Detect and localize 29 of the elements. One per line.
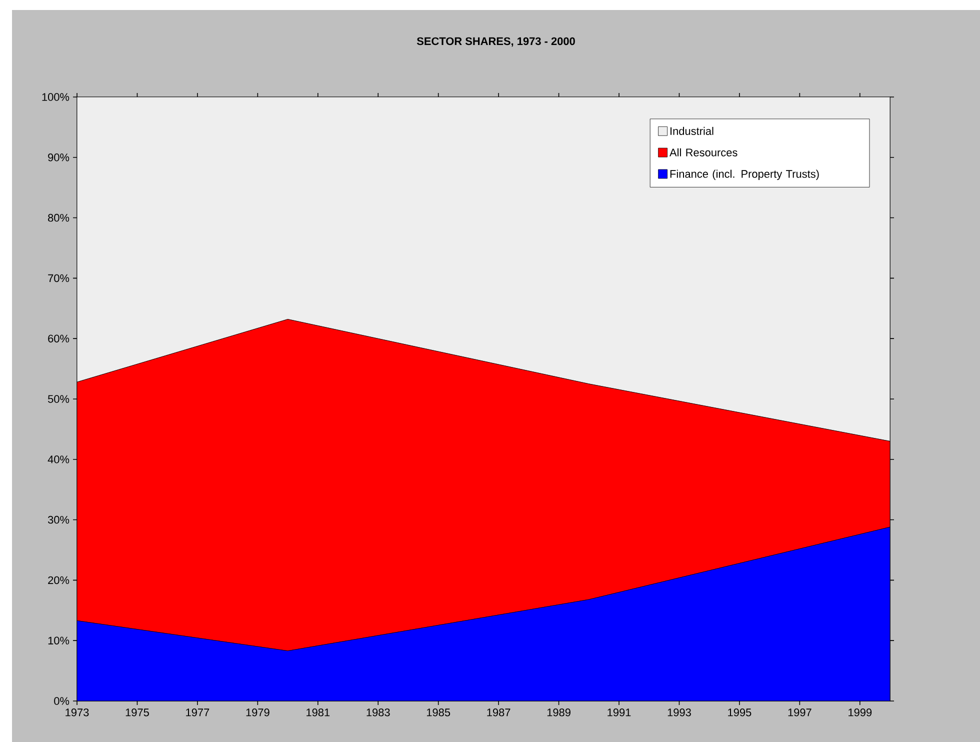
y-tick-label: 60% <box>48 334 70 342</box>
y-tick-label: 30% <box>48 516 70 524</box>
legend-label: Industrial <box>670 126 714 135</box>
x-tick-label: 1979 <box>246 708 270 716</box>
y-tick-label: 70% <box>48 274 70 282</box>
x-tick-label: 1991 <box>608 708 631 716</box>
x-tick-label: 1999 <box>848 708 872 716</box>
x-tick-label: 1981 <box>306 708 330 716</box>
y-tick-label: 40% <box>48 456 70 464</box>
legend-label: All Resources <box>670 148 738 156</box>
y-tick-label: 80% <box>48 214 70 222</box>
y-tick-label: 90% <box>48 154 70 162</box>
y-tick-label: 0% <box>54 697 70 705</box>
legend-label: Finance (incl. Property Trusts) <box>670 170 819 180</box>
y-tick-label: 100% <box>42 93 70 101</box>
y-tick-label: 10% <box>48 636 70 644</box>
x-tick-label: 1995 <box>728 708 752 716</box>
x-tick-label: 1985 <box>426 708 450 716</box>
chart-title: SECTOR SHARES, 1973 - 2000 <box>416 37 575 47</box>
y-tick-label: 50% <box>48 395 70 403</box>
x-tick-label: 1989 <box>547 708 570 716</box>
x-tick-label: 1983 <box>366 708 390 716</box>
x-tick-label: 1987 <box>487 708 510 716</box>
x-tick-label: 1975 <box>126 708 149 716</box>
x-tick-label: 1997 <box>788 708 812 716</box>
x-tick-label: 1973 <box>66 708 89 716</box>
x-tick-label: 1993 <box>668 708 691 716</box>
x-tick-label: 1977 <box>186 708 210 716</box>
y-tick-label: 20% <box>48 576 70 584</box>
